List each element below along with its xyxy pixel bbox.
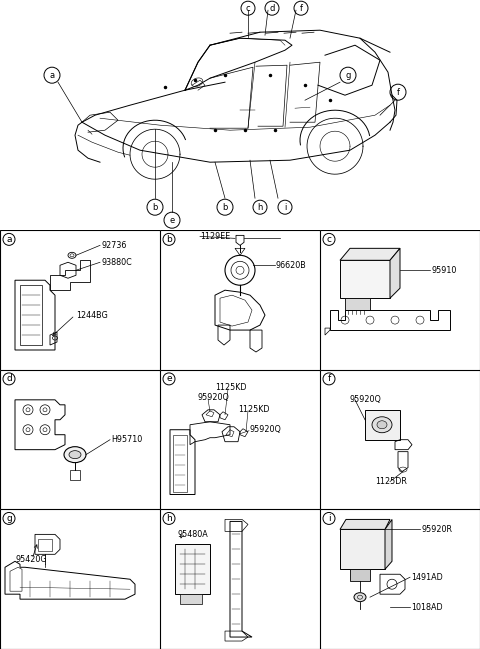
Polygon shape — [340, 249, 400, 260]
Text: H95710: H95710 — [111, 435, 142, 444]
Polygon shape — [340, 530, 385, 569]
Text: 95920Q: 95920Q — [198, 393, 230, 402]
Polygon shape — [365, 410, 400, 440]
Polygon shape — [340, 519, 390, 530]
Text: 95480A: 95480A — [178, 530, 209, 539]
Text: 1125DR: 1125DR — [375, 477, 407, 486]
Text: 1125KD: 1125KD — [215, 384, 247, 393]
Text: f: f — [396, 88, 399, 97]
Text: 96620B: 96620B — [276, 261, 307, 270]
Polygon shape — [175, 545, 210, 594]
Polygon shape — [385, 519, 392, 569]
Text: f: f — [300, 4, 302, 13]
Ellipse shape — [64, 447, 86, 463]
Text: d: d — [6, 374, 12, 384]
Text: 95910: 95910 — [431, 265, 456, 275]
Text: 95420G: 95420G — [15, 555, 47, 564]
Text: 95920Q: 95920Q — [250, 425, 282, 434]
Ellipse shape — [372, 417, 392, 433]
Text: 1018AD: 1018AD — [411, 603, 443, 611]
Polygon shape — [390, 249, 400, 298]
Text: e: e — [166, 374, 172, 384]
Text: a: a — [6, 235, 12, 244]
Text: h: h — [166, 514, 172, 523]
Text: c: c — [246, 4, 250, 13]
Text: d: d — [269, 4, 275, 13]
Text: 93880C: 93880C — [101, 258, 132, 267]
Polygon shape — [345, 298, 370, 310]
Ellipse shape — [354, 593, 366, 602]
Text: i: i — [284, 202, 286, 212]
Text: c: c — [326, 235, 332, 244]
Text: 95920R: 95920R — [421, 525, 452, 534]
Polygon shape — [340, 260, 390, 298]
Text: 1244BG: 1244BG — [76, 311, 108, 319]
Text: g: g — [6, 514, 12, 523]
Text: h: h — [257, 202, 263, 212]
Text: b: b — [152, 202, 158, 212]
Text: 1129EE: 1129EE — [200, 232, 230, 241]
Text: 1491AD: 1491AD — [411, 572, 443, 582]
Text: b: b — [222, 202, 228, 212]
Text: 92736: 92736 — [101, 241, 126, 250]
Ellipse shape — [69, 450, 81, 459]
Polygon shape — [180, 594, 202, 604]
Polygon shape — [350, 569, 370, 582]
Text: f: f — [327, 374, 331, 384]
Text: i: i — [328, 514, 330, 523]
Text: 95920Q: 95920Q — [350, 395, 382, 404]
Text: b: b — [166, 235, 172, 244]
Text: a: a — [49, 71, 55, 80]
Ellipse shape — [377, 421, 387, 429]
Text: e: e — [169, 215, 175, 225]
Text: 1125KD: 1125KD — [238, 405, 269, 414]
Text: g: g — [345, 71, 351, 80]
